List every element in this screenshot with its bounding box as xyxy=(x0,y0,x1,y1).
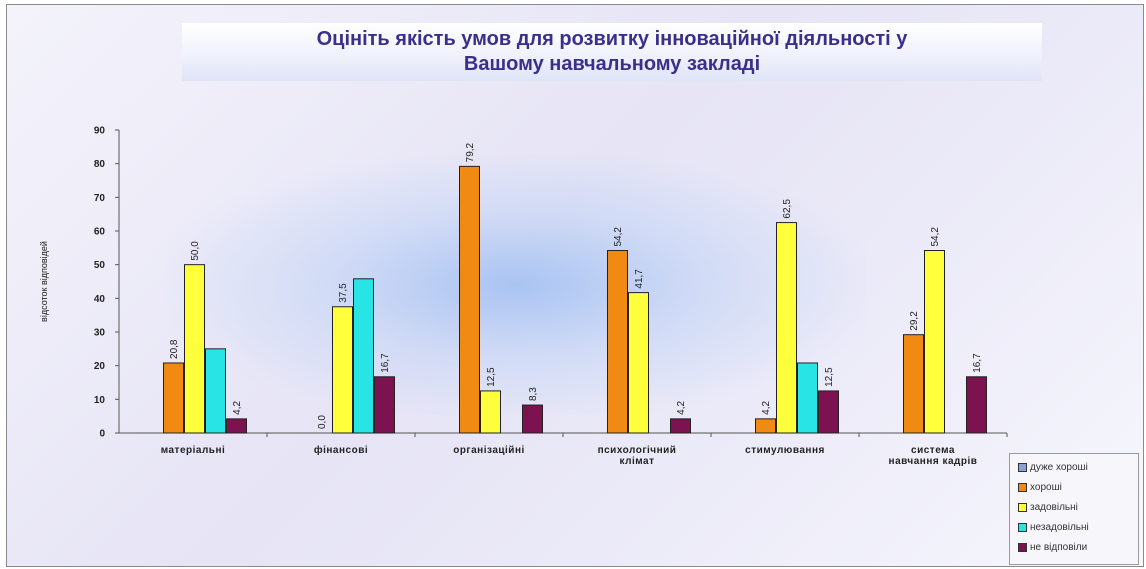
y-tick-label: 30 xyxy=(94,328,106,339)
y-tick-label: 70 xyxy=(94,193,106,204)
data-label: 62,5 xyxy=(782,199,793,219)
legend-label: не відповіли xyxy=(1030,542,1088,553)
data-label: 4,2 xyxy=(761,401,772,415)
legend-item: задовільні xyxy=(1018,502,1078,518)
bar xyxy=(332,306,353,434)
data-label: 0,0 xyxy=(317,415,328,429)
data-label: 8,3 xyxy=(528,387,539,401)
data-label: 37,5 xyxy=(338,283,349,303)
bar xyxy=(374,376,395,434)
category-label: навчання кадрів xyxy=(889,456,978,467)
title-band xyxy=(182,23,1042,81)
category-label: стимулювання xyxy=(745,445,825,456)
legend-swatch xyxy=(1018,543,1027,552)
y-tick-label: 60 xyxy=(94,227,106,238)
data-label: 20,8 xyxy=(169,339,180,359)
data-label: 54,2 xyxy=(613,227,624,247)
legend-swatch xyxy=(1018,503,1027,512)
bar xyxy=(184,264,205,434)
legend-item: хороші xyxy=(1018,482,1062,498)
chart-title-line-2: Вашому навчальному закладі xyxy=(463,53,761,75)
legend-swatch xyxy=(1018,463,1027,472)
slide: Оцініть якість умов для розвитку інновац… xyxy=(6,4,1144,567)
legend-item: дуже хороші xyxy=(1018,462,1088,478)
chart-legend: дуже хороші хороші задовільні незадовільні н… xyxy=(1009,453,1139,565)
bar xyxy=(353,278,374,434)
y-tick-label: 0 xyxy=(99,429,105,440)
legend-label: задовільні xyxy=(1030,502,1078,513)
bar xyxy=(628,292,649,434)
bar xyxy=(522,404,543,434)
y-tick-label: 20 xyxy=(94,361,106,372)
bar xyxy=(797,362,818,434)
bar xyxy=(755,418,776,434)
data-label: 16,7 xyxy=(972,353,983,373)
chart-title: Оцініть якість умов для розвитку інновац… xyxy=(182,27,1042,77)
data-label: 12,5 xyxy=(486,367,497,387)
legend-item: не відповіли xyxy=(1018,542,1087,558)
legend-label: незадовільні xyxy=(1030,522,1089,533)
bar xyxy=(924,250,945,434)
data-label: 4,2 xyxy=(232,401,243,415)
category-label: організаційні xyxy=(453,445,525,456)
legend-label: дуже хороші xyxy=(1030,462,1088,473)
bar xyxy=(966,376,987,434)
legend-swatch xyxy=(1018,523,1027,532)
data-label: 54,2 xyxy=(930,227,941,247)
data-label: 16,7 xyxy=(380,353,391,373)
bar xyxy=(226,418,247,434)
y-tick-label: 40 xyxy=(94,294,106,305)
data-label: 4,2 xyxy=(676,401,687,415)
legend-swatch xyxy=(1018,483,1027,492)
bar xyxy=(480,390,501,434)
data-label: 50,0 xyxy=(190,241,201,261)
y-tick-label: 10 xyxy=(94,395,106,406)
category-label: матеріальні xyxy=(161,445,226,456)
background-glow xyxy=(167,155,867,415)
bar xyxy=(776,222,797,434)
legend-label: хороші xyxy=(1030,482,1062,493)
bar xyxy=(670,418,691,434)
data-label: 12,5 xyxy=(824,367,835,387)
data-label: 79,2 xyxy=(465,142,476,162)
category-label: система xyxy=(911,445,955,456)
y-tick-label: 90 xyxy=(94,126,106,137)
bar-chart: 0 10 20 30 40 50 60 70 80 90 відсоток відповідей ма… xyxy=(39,126,1008,467)
y-axis-title: відсоток відповідей xyxy=(39,241,49,322)
bar xyxy=(205,348,226,434)
category-label: психологічний xyxy=(598,445,677,456)
data-label: 29,2 xyxy=(909,311,920,331)
chart-title-line-1: Оцініть якість умов для розвитку інновац… xyxy=(316,28,908,50)
data-label: 41,7 xyxy=(634,269,645,289)
legend-item: незадовільні xyxy=(1018,522,1089,538)
category-label: фінансові xyxy=(314,444,368,456)
y-tick-label: 50 xyxy=(94,260,106,271)
bar xyxy=(903,334,924,434)
bar xyxy=(459,165,480,434)
bar xyxy=(163,362,184,434)
bar xyxy=(607,250,628,434)
y-tick-label: 80 xyxy=(94,159,106,170)
category-label: клімат xyxy=(620,456,655,467)
bar xyxy=(818,390,839,434)
